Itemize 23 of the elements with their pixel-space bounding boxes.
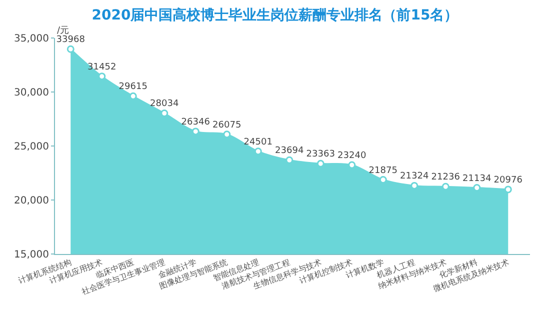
- y-axis-title: /元: [57, 25, 70, 36]
- data-label: 23240: [338, 151, 366, 162]
- data-label: 23363: [306, 150, 335, 160]
- data-label: 20976: [494, 175, 523, 186]
- data-label: 21134: [462, 174, 492, 184]
- chart-title: 2020届中国高校博士毕业生岗位薪酬专业排名（前15名）: [92, 6, 458, 24]
- data-label: 26075: [212, 120, 242, 130]
- data-label: 28034: [150, 99, 179, 110]
- y-tick-label: 20,000: [14, 196, 49, 206]
- data-label: 21236: [431, 172, 460, 183]
- data-label: 24501: [244, 137, 272, 148]
- y-tick-label: 25,000: [14, 142, 49, 152]
- data-label: 29615: [118, 82, 148, 92]
- data-label: 21324: [400, 172, 429, 182]
- point: [66, 45, 74, 53]
- data-label: 33968: [56, 35, 86, 46]
- y-tick-label: 35,000: [14, 34, 49, 44]
- y-tick-label: 15,000: [14, 250, 49, 260]
- data-label: 21875: [368, 166, 398, 176]
- point: [504, 186, 512, 194]
- data-label: 23694: [275, 146, 304, 156]
- y-tick-label: 30,000: [14, 88, 49, 98]
- data-label: 26346: [181, 117, 210, 128]
